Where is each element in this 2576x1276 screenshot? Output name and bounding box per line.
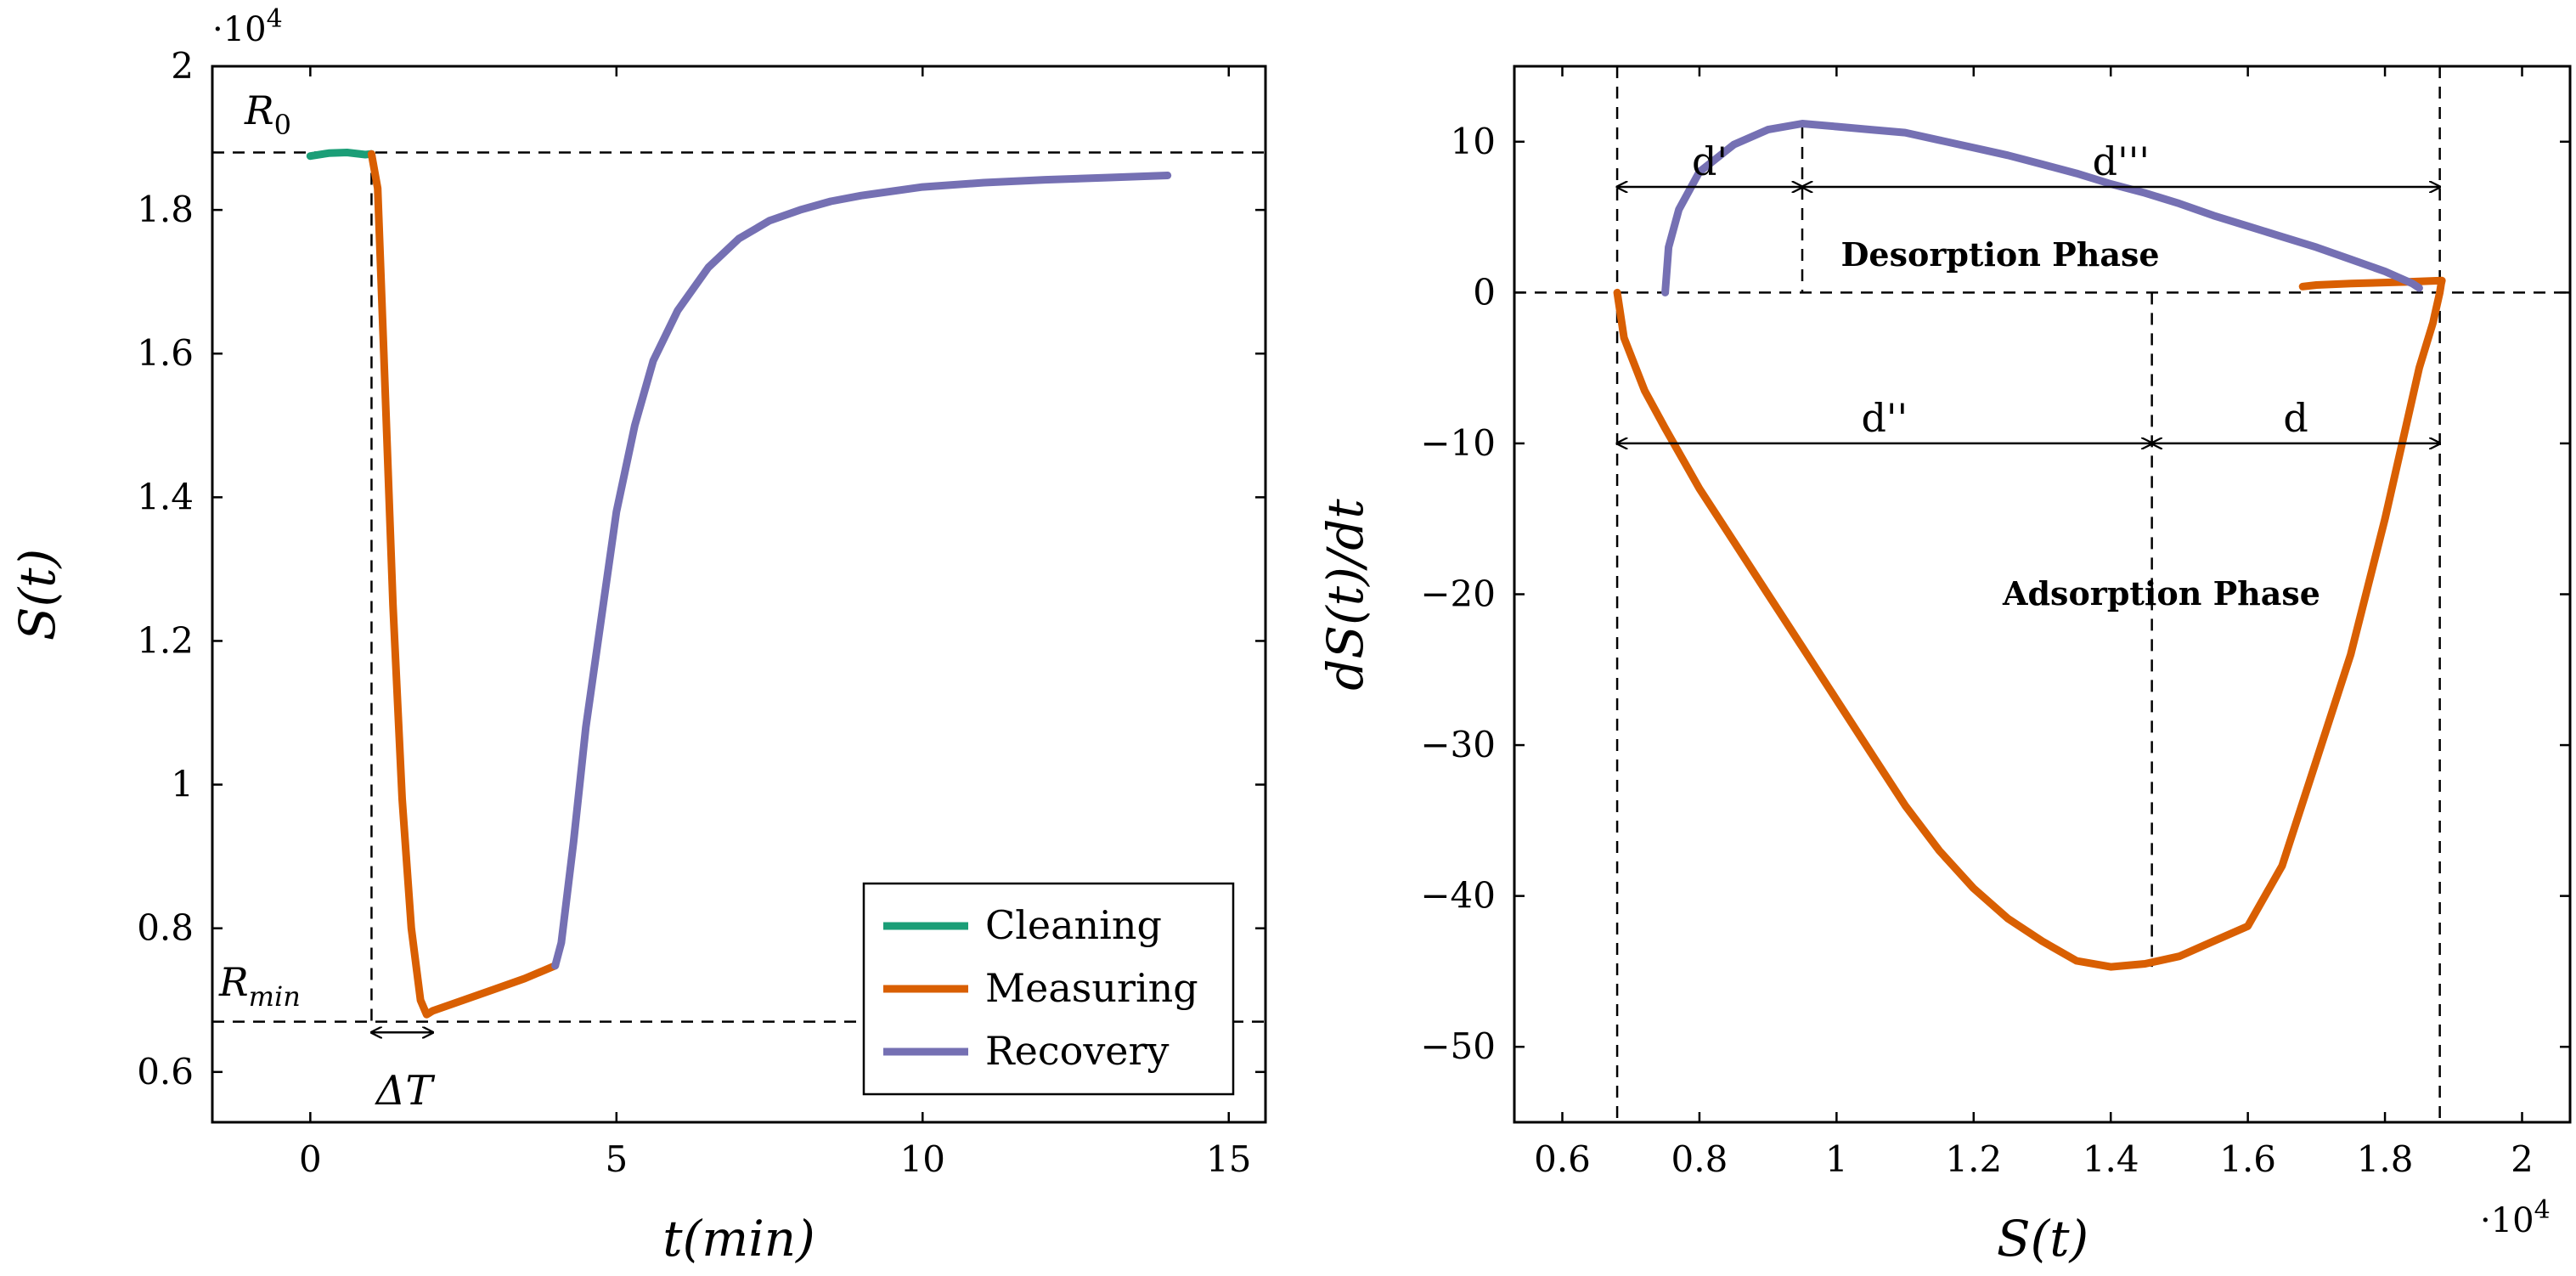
x-tick-label: 0 <box>299 1138 322 1180</box>
series-line-recovery <box>551 172 1172 970</box>
y-tick-label: −30 <box>1420 724 1496 765</box>
dimension-label: d <box>2283 395 2308 441</box>
y-tick-label: 0 <box>1473 271 1496 313</box>
x-tick-label: 1.8 <box>2357 1138 2414 1180</box>
x-axis-ticks: 0.6 0.8 1 1.2 1.4 1.6 1.8 2 <box>1534 66 2534 1180</box>
legend-label-recovery: Recovery <box>985 1028 1170 1074</box>
adsorption-phase-label: Adsorption Phase <box>2002 574 2320 613</box>
legend-item-cleaning: Cleaning <box>883 902 1162 948</box>
y-tick-label: 1.6 <box>137 332 194 374</box>
dimension-label: d''' <box>2093 138 2150 184</box>
dimension-label: d' <box>1692 138 1728 184</box>
legend-item-measuring: Measuring <box>883 965 1198 1011</box>
y-axis-exponent: ·104 <box>212 4 283 49</box>
x-tick-label: 0.8 <box>1671 1138 1728 1180</box>
legend-label-cleaning: Cleaning <box>985 902 1162 948</box>
r0-label: R0 <box>244 88 291 141</box>
series-group <box>306 149 1172 1019</box>
dimension-arrows: d' d''' d'' d <box>1617 138 2440 443</box>
x-tick-label: 1 <box>1825 1138 1848 1180</box>
x-axis-label: S(t) <box>1997 1210 2088 1268</box>
x-axis-exponent: ·104 <box>2480 1195 2551 1240</box>
series-line-measuring <box>1613 276 2446 971</box>
reference-lines <box>1514 66 2570 1122</box>
x-tick-label: 0.6 <box>1534 1138 1591 1180</box>
y-axis-label: dS(t)/dt <box>1316 499 1374 691</box>
legend-label-measuring: Measuring <box>985 965 1198 1011</box>
y-tick-label: 10 <box>1451 121 1496 162</box>
x-tick-label: 1.6 <box>2219 1138 2276 1180</box>
x-tick-label: 5 <box>605 1138 628 1180</box>
y-axis-label: S(t) <box>8 549 66 641</box>
series-line-recovery <box>1661 120 2423 296</box>
dimension-label: d'' <box>1861 395 1908 441</box>
y-tick-label: 1.4 <box>137 476 194 517</box>
time-series-chart: 0 5 10 15 0.60.811.21.41.61.82 ·104 t(min) … <box>8 4 1267 1268</box>
y-axis-ticks: −50 −40 −30 −20 −10 0 10 <box>1420 121 2570 1067</box>
plot-frame <box>211 65 1267 1124</box>
legend-box <box>862 882 1235 1096</box>
phase-plane-chart: 0.6 0.8 1 1.2 1.4 1.6 1.8 2 −50−40−30−20−10010 … <box>1316 65 2572 1268</box>
y-tick-label: −50 <box>1420 1025 1496 1067</box>
y-tick-label: −40 <box>1420 875 1496 917</box>
x-tick-label: 1.4 <box>2083 1138 2139 1180</box>
legend: Cleaning Measuring Recovery <box>862 882 1235 1096</box>
y-tick-label: −10 <box>1420 422 1496 464</box>
x-tick-label: 1.2 <box>1945 1138 2002 1180</box>
series-line-measuring <box>367 150 560 1019</box>
x-axis-label: t(min) <box>662 1210 815 1268</box>
y-tick-label: 1.8 <box>137 189 194 230</box>
y-tick-label: 1.2 <box>137 619 194 661</box>
desorption-phase-label: Desorption Phase <box>1840 235 2159 274</box>
y-tick-label: 2 <box>171 45 194 87</box>
y-tick-label: 0.6 <box>137 1051 194 1093</box>
x-tick-label: 15 <box>1206 1138 1251 1180</box>
series-line-cleaning <box>306 149 375 161</box>
series-group <box>1613 120 2446 971</box>
delta-t-label: ΔT <box>375 1067 436 1115</box>
y-axis-ticks: 0.6 0.8 1 1.2 1.4 1.6 1.8 2 <box>137 45 1265 1093</box>
y-tick-label: 0.8 <box>137 907 194 949</box>
x-tick-label: 10 <box>900 1138 945 1180</box>
rmin-label: Rmin <box>218 959 301 1013</box>
x-tick-label: 2 <box>2511 1138 2534 1180</box>
x-axis-ticks: 0 5 10 15 <box>299 66 1251 1180</box>
y-tick-label: −20 <box>1420 573 1496 615</box>
legend-item-recovery: Recovery <box>883 1028 1170 1074</box>
y-tick-label: 1 <box>171 764 194 805</box>
